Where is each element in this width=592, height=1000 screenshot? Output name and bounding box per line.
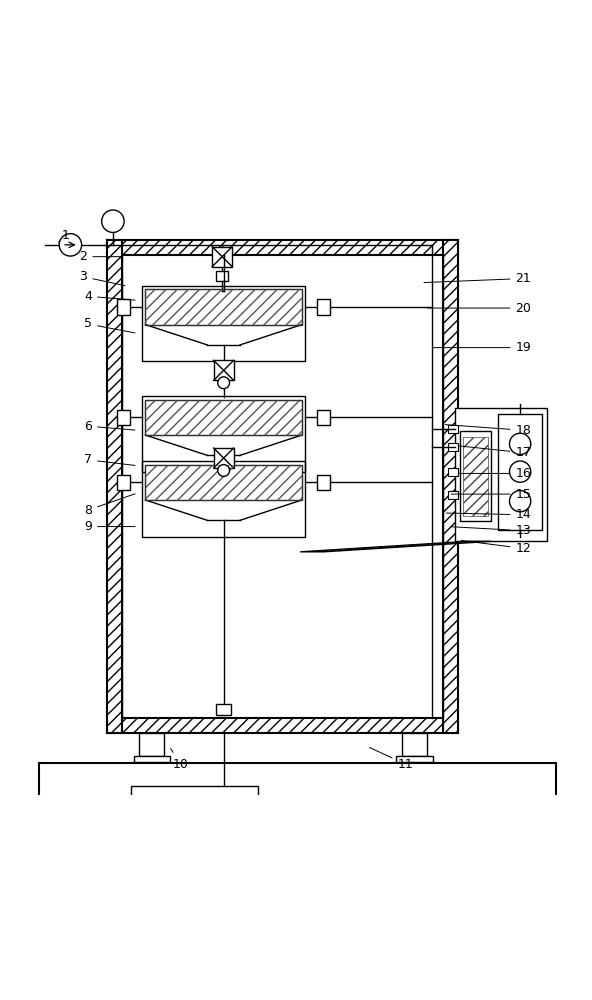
Text: 18: 18 [445,424,532,437]
Bar [455,408,547,541]
Text: 20: 20 [427,302,532,315]
Bar [146,289,302,325]
Text: 16: 16 [459,467,531,480]
Bar [146,465,302,500]
Bar [131,786,258,831]
Bar [143,461,305,537]
Text: 4: 4 [84,290,135,303]
Bar [146,400,302,435]
Bar [39,763,556,843]
Text: 7: 7 [84,453,135,466]
Bar [146,400,302,435]
Bar [448,491,458,499]
Text: 2: 2 [79,250,122,263]
Bar [146,465,302,500]
Bar [448,443,458,451]
Bar [448,468,458,476]
Circle shape [510,491,531,512]
Bar [212,247,232,267]
Bar [143,396,305,472]
Text: 21: 21 [424,272,531,285]
Text: 3: 3 [79,270,125,286]
Text: 6: 6 [84,420,135,433]
Bar [216,271,228,281]
Circle shape [218,377,230,389]
Text: 8: 8 [84,494,135,517]
Bar [403,733,427,756]
Text: 14: 14 [446,508,531,521]
Bar [498,414,542,530]
Circle shape [510,433,531,455]
Bar [134,756,170,762]
Bar [107,240,123,733]
Bar [397,756,433,762]
Bar [214,360,234,380]
Polygon shape [300,541,491,552]
Circle shape [59,234,82,256]
Bar [216,704,231,715]
Circle shape [218,465,230,476]
Text: 12: 12 [461,541,531,555]
Bar [463,437,488,516]
Bar [117,410,130,425]
Text: 10: 10 [170,749,189,771]
Text: 5: 5 [84,317,135,333]
Bar [107,240,458,255]
Bar [143,286,305,361]
Text: 19: 19 [433,341,531,354]
Text: 11: 11 [369,747,413,771]
Text: 9: 9 [84,520,135,533]
Bar [107,718,458,733]
Bar [146,289,302,325]
Bar [317,410,330,425]
Bar [117,299,130,315]
Circle shape [510,461,531,482]
Text: 13: 13 [451,524,531,537]
Bar [117,475,130,490]
Bar [317,475,330,490]
Bar [140,733,165,756]
Bar [443,240,458,733]
Text: 15: 15 [451,488,532,501]
Bar [214,448,234,468]
Bar [460,431,491,521]
Bar [448,425,458,433]
Text: 1: 1 [59,229,70,242]
Circle shape [102,210,124,232]
Bar [317,299,330,315]
Text: 17: 17 [459,446,532,459]
